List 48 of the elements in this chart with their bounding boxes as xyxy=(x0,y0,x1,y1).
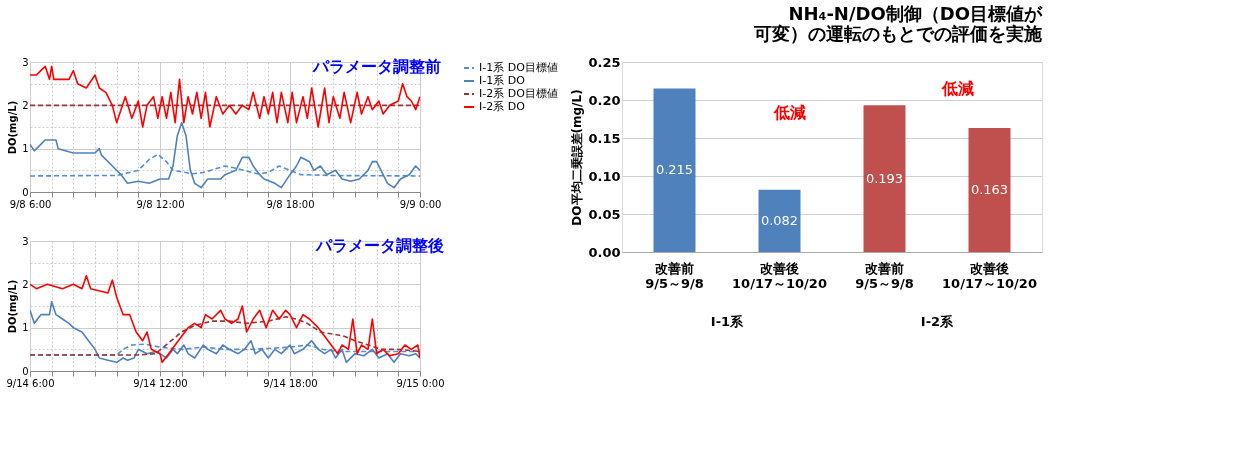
y-tick-label: 0.20 xyxy=(588,92,621,108)
x-tick-label: 9/15 0:00 xyxy=(396,377,445,389)
y-tick-label: 3 xyxy=(22,56,29,68)
bar xyxy=(863,105,906,252)
y-tick-label: 3 xyxy=(22,235,29,247)
y-tick-label: 1 xyxy=(22,143,29,155)
text: I-1系 xyxy=(710,314,745,329)
x-tick-label: 改善前 9/5～9/8 xyxy=(855,260,914,291)
annotation: 低減 xyxy=(773,103,806,123)
chart-title: パラメータ調整後 xyxy=(315,236,445,255)
text: I-2系 xyxy=(920,314,955,329)
x-tick-label: 9/14 18:00 xyxy=(263,377,318,389)
bar xyxy=(758,189,801,252)
y-axis-title: DO平均二乗誤差(mg/L) xyxy=(570,89,585,226)
x-tick-label: 改善後 10/17～10/20 xyxy=(732,260,827,291)
chart-title: パラメータ調整前 xyxy=(311,57,441,76)
data-label: 0.082 xyxy=(760,212,799,228)
y-tick-label: 0 xyxy=(22,365,29,377)
legend-label: Ⅰ-2系 DO xyxy=(479,100,526,113)
x-tick-label: 改善後 10/17～10/20 xyxy=(942,260,1037,291)
y-tick-label: 0.05 xyxy=(588,206,621,222)
x-tick-label: 9/8 18:00 xyxy=(266,198,315,210)
x-tick-label: 9/8 12:00 xyxy=(136,198,185,210)
x-tick-label: 9/14 6:00 xyxy=(6,377,55,389)
bar xyxy=(653,88,696,252)
y-tick-label: 0 xyxy=(22,186,29,198)
y-tick-label: 2 xyxy=(22,99,29,111)
y-axis-title: DO(mg/L) xyxy=(7,100,19,155)
bar xyxy=(968,128,1011,252)
legend-label: Ⅰ-1系 DO目標値 xyxy=(479,61,558,74)
y-tick-label: 0.00 xyxy=(588,244,621,260)
legend-label: Ⅰ-1系 DO xyxy=(479,74,526,87)
y-tick-label: 0.25 xyxy=(588,54,621,70)
y-tick-label: 0.10 xyxy=(588,168,621,184)
annotation: 低減 xyxy=(941,78,974,98)
y-tick-label: 1 xyxy=(22,322,29,334)
legend-label: Ⅰ-2系 DO目標値 xyxy=(479,87,558,100)
x-tick-label: 9/14 12:00 xyxy=(133,377,188,389)
y-tick-label: 2 xyxy=(22,278,29,290)
x-tick-label: 9/9 0:00 xyxy=(399,198,442,210)
chart-title: NH₄-N/DO制御（DO目標値が可変）の運転のもとでの評価を実施 xyxy=(753,3,1043,44)
y-axis-title: DO(mg/L) xyxy=(7,279,19,334)
data-label: 0.215 xyxy=(655,162,694,178)
x-tick-label: 改善前 9/5～9/8 xyxy=(645,260,704,291)
x-tick-label: 9/8 6:00 xyxy=(9,198,52,210)
data-label: 0.193 xyxy=(865,170,904,186)
data-label: 0.163 xyxy=(970,182,1009,198)
y-tick-label: 0.15 xyxy=(588,130,621,146)
